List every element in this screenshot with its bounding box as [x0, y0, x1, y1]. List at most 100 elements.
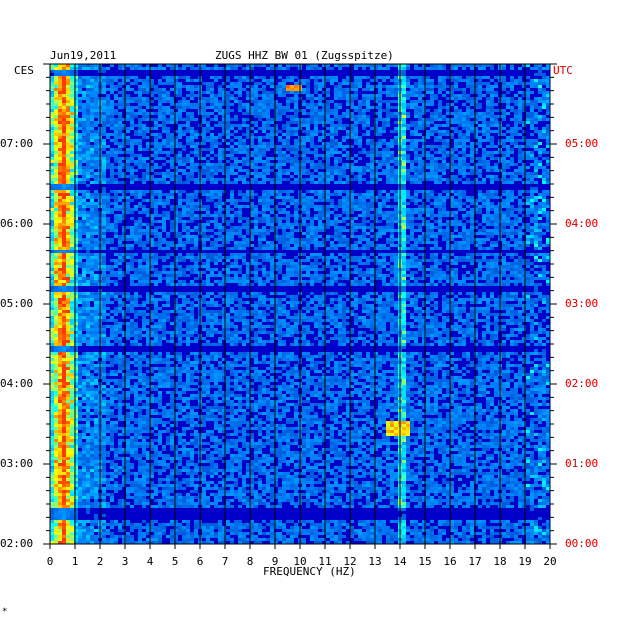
- heatmap-cell: [266, 172, 270, 175]
- heatmap-cell: [474, 151, 478, 154]
- heatmap-cell: [258, 217, 262, 220]
- heatmap-cell: [290, 127, 294, 130]
- heatmap-cell: [462, 181, 466, 184]
- heatmap-cell: [458, 64, 462, 67]
- heatmap-cell: [502, 172, 506, 175]
- heatmap-cell: [234, 91, 238, 94]
- heatmap-cell: [70, 172, 74, 175]
- heatmap-cell: [458, 199, 462, 202]
- heatmap-cell: [514, 178, 518, 181]
- heatmap-cell: [462, 145, 466, 148]
- heatmap-cell: [170, 151, 174, 154]
- heatmap-cell: [174, 181, 178, 184]
- heatmap-cell: [246, 145, 250, 148]
- heatmap-cell: [526, 202, 530, 205]
- heatmap-cell: [114, 127, 118, 130]
- heatmap-cell: [494, 226, 498, 229]
- heatmap-cell: [442, 196, 446, 199]
- heatmap-cell: [534, 106, 538, 109]
- heatmap-cell: [402, 208, 406, 211]
- heatmap-cell: [506, 205, 510, 208]
- heatmap-cell: [214, 178, 218, 181]
- heatmap-cell: [118, 118, 122, 121]
- heatmap-cell: [202, 112, 206, 115]
- heatmap-cell: [542, 148, 546, 151]
- heatmap-cell: [410, 199, 414, 202]
- heatmap-cell: [182, 190, 186, 193]
- heatmap-cell: [262, 217, 266, 220]
- heatmap-cell: [174, 178, 178, 181]
- heatmap-cell: [362, 100, 366, 103]
- heatmap-cell: [410, 196, 414, 199]
- heatmap-cell: [206, 196, 210, 199]
- heatmap-cell: [546, 106, 550, 109]
- heatmap-cell: [494, 208, 498, 211]
- heatmap-cell: [438, 199, 442, 202]
- heatmap-cell: [250, 181, 254, 184]
- heatmap-cell: [106, 103, 110, 106]
- heatmap-cell: [386, 85, 390, 88]
- heatmap-cell: [490, 154, 494, 157]
- heatmap-cell: [418, 133, 422, 136]
- heatmap-cell: [114, 217, 118, 220]
- heatmap-cell: [438, 118, 442, 121]
- heatmap-cell: [246, 157, 250, 160]
- heatmap-cell: [82, 193, 86, 196]
- heatmap-cell: [454, 127, 458, 130]
- heatmap-cell: [454, 115, 458, 118]
- heatmap-cell: [186, 202, 190, 205]
- heatmap-cell: [534, 166, 538, 169]
- heatmap-cell: [182, 211, 186, 214]
- heatmap-cell: [62, 82, 66, 85]
- heatmap-cell: [390, 205, 394, 208]
- heatmap-cell: [126, 97, 130, 100]
- heatmap-cell: [222, 148, 226, 151]
- heatmap-cell: [330, 169, 334, 172]
- heatmap-cell: [174, 175, 178, 178]
- heatmap-cell: [370, 229, 374, 232]
- heatmap-cell: [534, 118, 538, 121]
- heatmap-cell: [190, 208, 194, 211]
- heatmap-cell: [422, 112, 426, 115]
- heatmap-cell: [310, 103, 314, 106]
- heatmap-cell: [538, 64, 542, 67]
- heatmap-cell: [150, 133, 154, 136]
- heatmap-cell: [66, 118, 70, 121]
- heatmap-cell: [406, 145, 410, 148]
- heatmap-cell: [74, 199, 78, 202]
- heatmap-cell: [366, 130, 370, 133]
- heatmap-cell: [106, 229, 110, 232]
- heatmap-cell: [338, 226, 342, 229]
- heatmap-cell: [102, 133, 106, 136]
- heatmap-cell: [386, 103, 390, 106]
- heatmap-cell: [274, 130, 278, 133]
- heatmap-cell: [278, 172, 282, 175]
- heatmap-cell: [138, 94, 142, 97]
- heatmap-cell: [402, 157, 406, 160]
- heatmap-cell: [502, 109, 506, 112]
- heatmap-cell: [86, 88, 90, 91]
- heatmap-cell: [138, 112, 142, 115]
- heatmap-cell: [458, 133, 462, 136]
- heatmap-cell: [518, 157, 522, 160]
- heatmap-cell: [330, 67, 334, 70]
- heatmap-cell: [526, 166, 530, 169]
- heatmap-cell: [414, 124, 418, 127]
- heatmap-cell: [82, 130, 86, 133]
- heatmap-cell: [66, 88, 70, 91]
- heatmap-cell: [78, 151, 82, 154]
- heatmap-cell: [422, 79, 426, 82]
- heatmap-cell: [162, 67, 166, 70]
- heatmap-cell: [382, 214, 386, 217]
- heatmap-cell: [382, 232, 386, 235]
- heatmap-cell: [390, 85, 394, 88]
- heatmap-cell: [114, 103, 118, 106]
- heatmap-cell: [514, 232, 518, 235]
- heatmap-cell: [522, 223, 526, 226]
- heatmap-cell: [206, 190, 210, 193]
- heatmap-cell: [66, 211, 70, 214]
- heatmap-cell: [262, 103, 266, 106]
- heatmap-cell: [170, 163, 174, 166]
- heatmap-cell: [282, 217, 286, 220]
- heatmap-cell: [226, 130, 230, 133]
